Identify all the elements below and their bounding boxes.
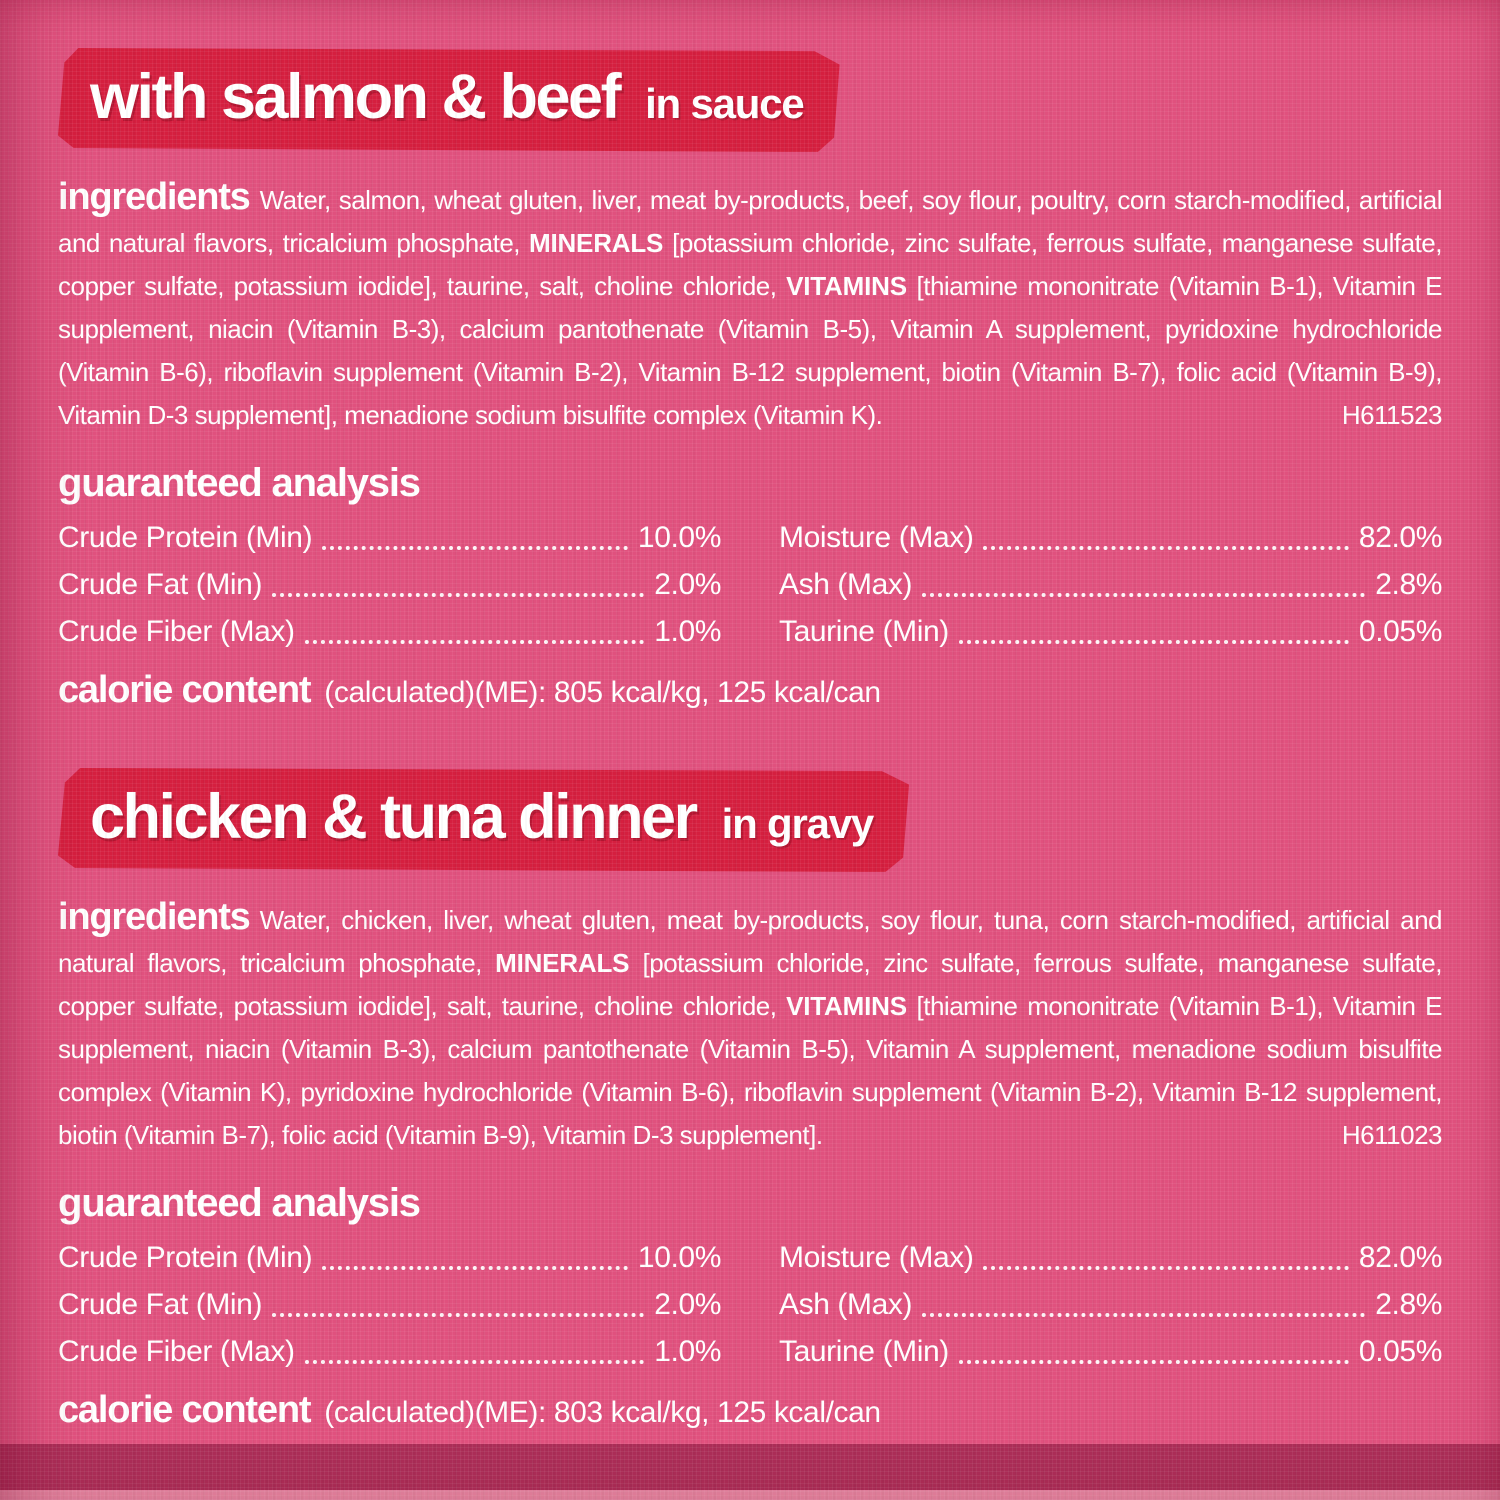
analysis-row: Taurine (Min) 0.05%: [779, 1328, 1442, 1375]
guaranteed-analysis-table: Crude Protein (Min) 10.0% Crude Fat (Min)…: [58, 1234, 1442, 1375]
calorie-content-line: calorie content (calculated)(ME): 803 kca…: [58, 1389, 1442, 1432]
product-banner: chicken & tuna dinner in gravy: [58, 768, 910, 873]
analysis-label: Crude Protein (Min): [58, 521, 313, 555]
guaranteed-analysis-heading: guaranteed analysis: [58, 461, 421, 506]
analysis-label: Taurine (Min): [779, 1335, 949, 1369]
analysis-label: Crude Fiber (Max): [58, 1335, 295, 1369]
minerals-label: MINERALS: [495, 948, 630, 979]
analysis-label: Crude Fat (Min): [58, 568, 263, 602]
analysis-value: 2.8%: [1375, 1288, 1442, 1322]
product-style: in sauce: [645, 80, 805, 127]
dot-leader: [958, 1360, 1349, 1365]
dot-leader: [304, 640, 645, 645]
dot-leader: [922, 593, 1366, 598]
ingredients-text-segment: Water, salmon, wheat gluten, liver, meat…: [58, 185, 1443, 259]
analysis-label: Ash (Max): [779, 568, 913, 602]
ingredients-label: ingredients: [58, 176, 251, 219]
analysis-row: Crude Fat (Min) 2.0%: [58, 1281, 721, 1328]
product-section-salmon-beef: with salmon & beef in sauce ingredients W…: [58, 48, 1443, 712]
analysis-value: 0.05%: [1358, 1335, 1442, 1369]
calorie-content-label: calorie content: [58, 669, 311, 712]
analysis-column-left: Crude Protein (Min) 10.0% Crude Fat (Min)…: [58, 514, 721, 655]
ingredients-text-segment: [potassium chloride, zinc sulfate, ferro…: [58, 228, 1442, 302]
analysis-value: 82.0%: [1358, 1241, 1442, 1275]
analysis-row: Crude Fiber (Max) 1.0%: [58, 608, 721, 655]
analysis-row: Ash (Max) 2.8%: [779, 561, 1442, 608]
dot-leader: [272, 593, 645, 598]
calorie-content-detail: (calculated)(ME): 803 kcal/kg, 125 kcal/…: [324, 1396, 881, 1430]
minerals-label: MINERALS: [529, 228, 664, 259]
dot-leader: [322, 546, 628, 551]
analysis-row: Ash (Max) 2.8%: [779, 1281, 1442, 1328]
guaranteed-analysis-heading: guaranteed analysis: [58, 1181, 421, 1226]
analysis-column-left: Crude Protein (Min) 10.0% Crude Fat (Min)…: [58, 1234, 721, 1375]
dot-leader: [983, 1266, 1349, 1271]
analysis-value: 1.0%: [654, 1335, 721, 1369]
vitamins-label: VITAMINS: [786, 271, 907, 302]
vitamins-label: VITAMINS: [786, 991, 907, 1022]
dot-leader: [272, 1313, 645, 1318]
analysis-row: Moisture (Max) 82.0%: [779, 1234, 1442, 1281]
ingredients-text-segment: Water, chicken, liver, wheat gluten, mea…: [58, 905, 1443, 979]
ingredients-text-segment: [potassium chloride, zinc sulfate, ferro…: [58, 948, 1443, 1022]
ingredients-paragraph: ingredients Water, salmon, wheat gluten, …: [58, 176, 1443, 437]
ingredients-label: ingredients: [58, 896, 251, 939]
calorie-content-label: calorie content: [58, 1389, 311, 1432]
analysis-label: Moisture (Max): [779, 521, 974, 555]
analysis-row: Crude Protein (Min) 10.0%: [58, 1234, 721, 1281]
analysis-value: 82.0%: [1358, 521, 1442, 555]
analysis-row: Taurine (Min) 0.05%: [779, 608, 1442, 655]
formula-code: H611023: [1341, 1120, 1443, 1151]
analysis-row: Moisture (Max) 82.0%: [779, 514, 1442, 561]
ingredients-text-segment: [thiamine mononitrate (Vitamin B-1), Vit…: [58, 271, 1443, 431]
guaranteed-analysis-table: Crude Protein (Min) 10.0% Crude Fat (Min)…: [58, 514, 1442, 655]
analysis-label: Moisture (Max): [779, 1241, 974, 1275]
analysis-label: Crude Protein (Min): [58, 1241, 313, 1275]
calorie-content-detail: (calculated)(ME): 805 kcal/kg, 125 kcal/…: [324, 676, 881, 710]
analysis-row: Crude Protein (Min) 10.0%: [58, 514, 721, 561]
analysis-column-right: Moisture (Max) 82.0% Ash (Max) 2.8% Taurin…: [779, 514, 1442, 655]
ingredients-paragraph: ingredients Water, chicken, liver, wheat …: [58, 896, 1443, 1157]
dot-leader: [958, 640, 1349, 645]
analysis-value: 0.05%: [1358, 615, 1442, 649]
bottom-edge-strip: [0, 1490, 1500, 1500]
analysis-label: Taurine (Min): [779, 615, 949, 649]
dot-leader: [304, 1360, 645, 1365]
ingredients-text-segment: [thiamine mononitrate (Vitamin B-1), Vit…: [58, 991, 1443, 1151]
analysis-column-right: Moisture (Max) 82.0% Ash (Max) 2.8% Taurin…: [779, 1234, 1442, 1375]
analysis-label: Crude Fiber (Max): [58, 615, 295, 649]
analysis-label: Ash (Max): [779, 1288, 913, 1322]
analysis-value: 10.0%: [637, 1241, 721, 1275]
analysis-row: Crude Fat (Min) 2.0%: [58, 561, 721, 608]
dot-leader: [983, 546, 1349, 551]
product-style: in gravy: [721, 800, 875, 847]
analysis-value: 2.0%: [654, 568, 721, 602]
bottom-color-band: [0, 1444, 1500, 1490]
analysis-label: Crude Fat (Min): [58, 1288, 263, 1322]
product-title: with salmon & beef: [90, 62, 622, 132]
dot-leader: [322, 1266, 628, 1271]
analysis-value: 10.0%: [637, 521, 721, 555]
analysis-value: 1.0%: [654, 615, 721, 649]
analysis-value: 2.0%: [654, 1288, 721, 1322]
product-title: chicken & tuna dinner: [90, 782, 698, 852]
dot-leader: [922, 1313, 1366, 1318]
calorie-content-line: calorie content (calculated)(ME): 805 kca…: [58, 669, 1442, 712]
analysis-row: Crude Fiber (Max) 1.0%: [58, 1328, 721, 1375]
product-banner: with salmon & beef in sauce: [58, 48, 840, 153]
product-section-chicken-tuna: chicken & tuna dinner in gravy ingredien…: [58, 768, 1443, 1432]
formula-code: H611523: [1341, 400, 1443, 431]
analysis-value: 2.8%: [1375, 568, 1442, 602]
